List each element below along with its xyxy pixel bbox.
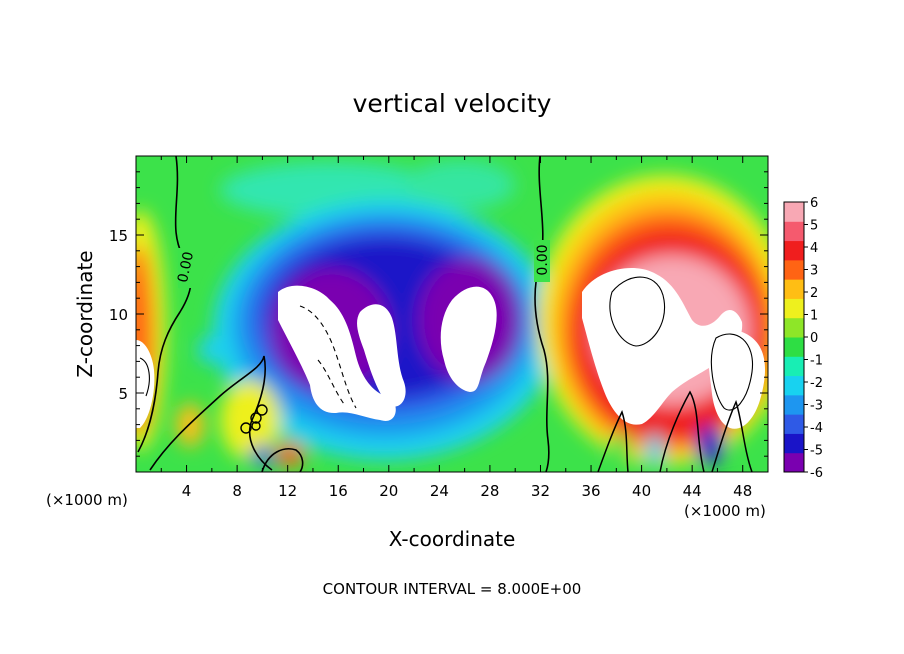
x-tick-label: 8 — [232, 482, 242, 500]
contour-label-bg-mid — [534, 240, 550, 282]
x-tick-label: 40 — [632, 482, 651, 500]
contour-lines — [137, 156, 754, 472]
x-unit-right: (×1000 m) — [684, 502, 766, 520]
field-core-up-main — [582, 268, 743, 425]
colorbar-tick-label: -5 — [810, 444, 823, 459]
colorbar: 6 5 4 3 2 1 0 -1 -2 -3 -4 -5 -6 — [783, 196, 823, 481]
zero-contour-left — [137, 156, 192, 453]
x-unit-left: (×1000 m) — [46, 491, 128, 509]
field-core-down-left — [278, 285, 396, 421]
field-low-green-right — [610, 432, 630, 468]
contour-label-mid: 0.00 — [535, 244, 551, 275]
contour-small-1 — [240, 422, 252, 434]
x-tick-label: 28 — [480, 482, 499, 500]
field-upper-teal — [405, 160, 515, 210]
field-low-yellow — [220, 380, 280, 460]
x-axis-ticks: 4 8 12 16 20 24 28 32 36 40 44 48 — [160, 156, 752, 500]
colorbar-segment — [784, 394, 804, 415]
colorbar-tick-label: -6 — [810, 466, 823, 481]
zero-contour-bottom — [261, 448, 304, 472]
contour-interval-note: CONTOUR INTERVAL = 8.000E+00 — [323, 580, 582, 598]
colorbar-segment — [784, 259, 804, 280]
field-core-down-right — [440, 286, 497, 392]
colorbar-tick-label: 5 — [810, 219, 818, 234]
contour-small-3 — [256, 404, 268, 416]
contour-label-left: 0.00 — [175, 250, 197, 284]
colorbar-tick-label: -3 — [810, 399, 823, 414]
y-axis-ticks: 5 10 15 — [109, 171, 768, 457]
colorbar-segment — [784, 452, 804, 473]
zero-contour-mid — [534, 156, 550, 472]
contour-up-solid-1 — [609, 276, 666, 347]
field-low-cyan-right — [646, 434, 664, 466]
colorbar-segment — [784, 337, 804, 357]
colorbar-segment — [784, 221, 804, 242]
colorbar-segment — [784, 240, 804, 261]
y-tick-label: 10 — [109, 306, 128, 324]
zero-contour-low-left — [149, 355, 273, 471]
contour-small-4 — [251, 421, 261, 431]
colorbar-segment — [784, 414, 804, 434]
contour-down-dashed-2 — [317, 359, 345, 405]
colorbar-tick-label: 0 — [810, 331, 818, 346]
x-tick-label: 32 — [531, 482, 550, 500]
field-core-down-mid — [357, 304, 406, 407]
field-core-up-right — [708, 329, 765, 429]
chart-title: vertical velocity — [353, 89, 552, 118]
colorbar-segment — [784, 279, 804, 299]
contour-up-solid-2 — [710, 333, 754, 411]
x-tick-label: 48 — [733, 482, 752, 500]
contour-low-right-1 — [597, 410, 629, 472]
x-tick-label: 20 — [379, 482, 398, 500]
colorbar-segment — [784, 356, 804, 377]
contour-small-2 — [250, 412, 262, 424]
x-tick-label: 24 — [430, 482, 449, 500]
field-low-cyan — [198, 336, 222, 364]
contour-low-right-3 — [711, 399, 753, 472]
colorbar-tick-label: 1 — [810, 309, 818, 324]
colorbar-segment — [784, 298, 804, 319]
colorbar-tick-label: -4 — [810, 421, 823, 436]
colorbar-tick-label: 2 — [810, 286, 818, 301]
x-tick-label: 4 — [182, 482, 192, 500]
colorbar-segment — [784, 317, 804, 338]
y-tick-label: 15 — [109, 227, 128, 245]
contour-labels: 0.00 0.00 — [175, 240, 551, 288]
x-tick-label: 44 — [683, 482, 702, 500]
x-tick-label: 12 — [278, 482, 297, 500]
x-tick-label: 36 — [581, 482, 600, 500]
colorbar-tick-label: -1 — [810, 354, 823, 369]
colorbar-tick-label: 6 — [810, 196, 818, 211]
contour-up-solid-3 — [139, 357, 150, 397]
y-axis-label: Z-coordinate — [73, 250, 97, 377]
colorbar-tick-label: 4 — [810, 241, 818, 256]
x-tick-label: 16 — [329, 482, 348, 500]
colorbar-segment — [784, 375, 804, 396]
field-low-yellow-left — [176, 403, 204, 447]
y-tick-label: 5 — [118, 385, 128, 403]
colorbar-tick-label: -2 — [810, 376, 823, 391]
x-axis-label: X-coordinate — [389, 527, 516, 551]
colorbar-segment — [784, 202, 804, 222]
colorbar-segment — [784, 433, 804, 454]
contour-low-right-2 — [659, 390, 705, 472]
contour-label-bg-left — [178, 248, 194, 288]
field-core-left-edge — [136, 340, 155, 428]
colorbar-tick-label: 3 — [810, 264, 818, 279]
